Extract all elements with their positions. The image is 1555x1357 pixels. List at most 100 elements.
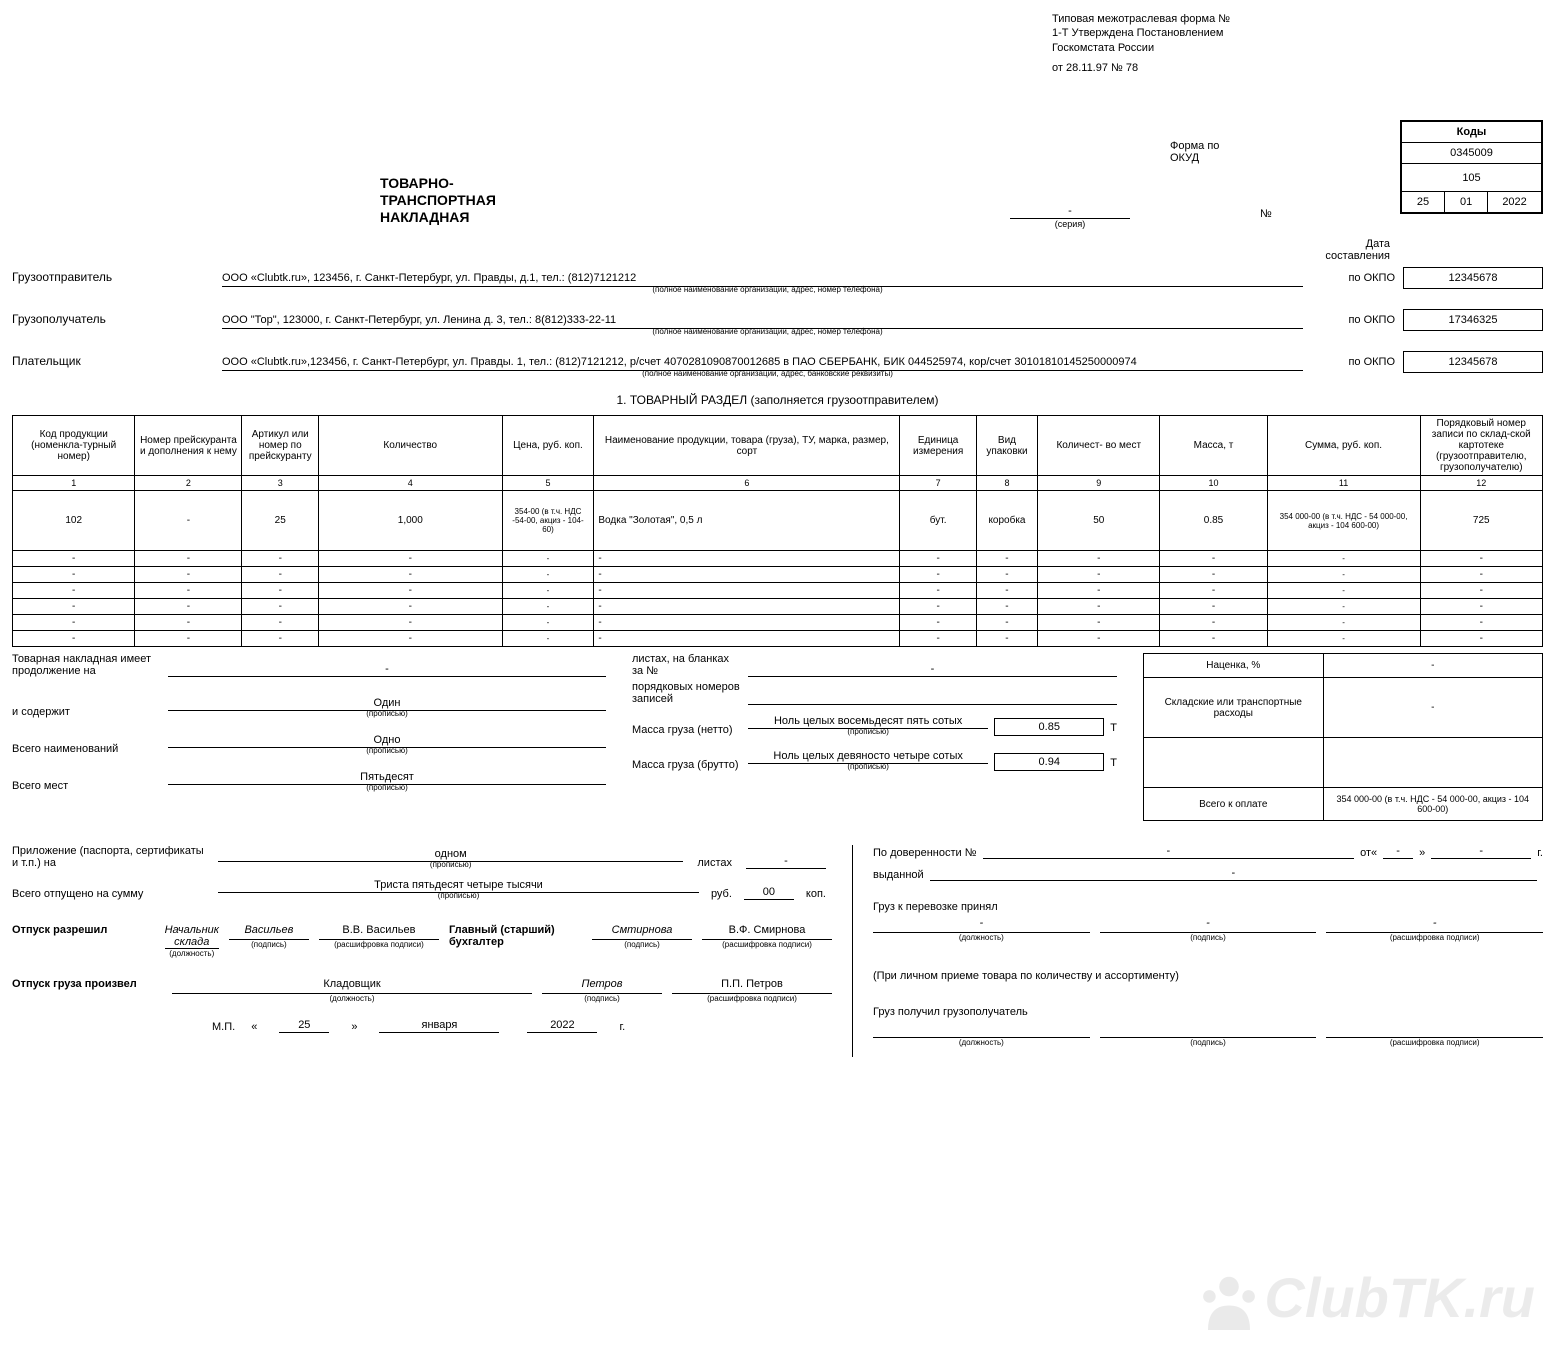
receiver-label: Грузополучатель [12, 312, 222, 326]
table-cell: - [502, 551, 594, 567]
table-cell: - [1420, 599, 1542, 615]
markup-value: - [1323, 654, 1542, 678]
table-cell: - [594, 567, 900, 583]
continuation-label: Товарная накладная имеет продолжение на [12, 653, 162, 677]
table-cell: - [13, 583, 135, 599]
table-cell: - [900, 567, 977, 583]
released-name: П.П. Петров [672, 978, 832, 994]
table-cell: - [900, 551, 977, 567]
table-header-cell: Единица измерения [900, 416, 977, 476]
receiver-row: Грузополучатель ООО "Тор", 123000, г. Са… [12, 309, 1543, 331]
table-cell: - [1038, 615, 1160, 631]
table-cell: - [318, 615, 502, 631]
table-row: ------------ [13, 615, 1543, 631]
table-cell: - [1267, 567, 1420, 583]
table-cell: - [135, 567, 242, 583]
sig-date-day: 25 [279, 1019, 329, 1033]
table-cell: - [135, 631, 242, 647]
table-cell: коробка [976, 491, 1037, 551]
table-cell: - [135, 491, 242, 551]
table-colnum-cell: 12 [1420, 476, 1542, 491]
table-row: ------------ [13, 583, 1543, 599]
accountant-label: Главный (старший) бухгалтер [449, 924, 582, 968]
places-label: Всего мест [12, 780, 162, 792]
brutto-label: Масса груза (брутто) [632, 759, 742, 771]
form-approval-text: Типовая межотраслевая форма № 1-Т Утверж… [1052, 12, 1232, 75]
table-colnum-cell: 6 [594, 476, 900, 491]
accountant-name: В.Ф. Смирнова [702, 924, 832, 940]
table-row: 102-251,000354-00 (в т.ч. НДС -54-00, ак… [13, 491, 1543, 551]
table-cell: - [1160, 583, 1267, 599]
markup-label: Наценка, % [1144, 654, 1324, 678]
netto-value: 0.85 [994, 718, 1104, 736]
table-cell: - [1038, 583, 1160, 599]
table-cell: - [1038, 567, 1160, 583]
table-header-cell: Код продукции (номенкла-турный номер) [13, 416, 135, 476]
table-cell: - [502, 599, 594, 615]
table-cell: - [1160, 631, 1267, 647]
table-colnum-cell: 11 [1267, 476, 1420, 491]
date-month: 01 [1445, 192, 1488, 213]
table-cell: - [135, 583, 242, 599]
watermark-icon [1194, 1267, 1264, 1337]
table-cell: - [976, 583, 1037, 599]
table-cell: - [1038, 631, 1160, 647]
footer-area: Товарная накладная имеет продолжение на … [12, 653, 1543, 821]
document-title: ТОВАРНО- ТРАНСПОРТНАЯ НАКЛАДНАЯ [380, 175, 496, 225]
table-cell: - [502, 631, 594, 647]
table-row: ------------ [13, 551, 1543, 567]
table-header-cell: Масса, т [1160, 416, 1267, 476]
table-cell: - [13, 551, 135, 567]
table-cell: - [242, 599, 319, 615]
table-header-cell: Количест- во мест [1038, 416, 1160, 476]
table-cell: - [135, 615, 242, 631]
transport-label: Складские или транспортные расходы [1144, 678, 1324, 738]
appendix-sheets-value: - [746, 855, 826, 869]
table-cell: 0.85 [1160, 491, 1267, 551]
table-cell: - [900, 583, 977, 599]
sender-label: Грузоотправитель [12, 270, 222, 284]
table-colnum-cell: 9 [1038, 476, 1160, 491]
table-header-cell: Номер прейскуранта и дополнения к нему [135, 416, 242, 476]
table-colnum-cell: 4 [318, 476, 502, 491]
table-cell: - [318, 551, 502, 567]
contains-label: и содержит [12, 706, 162, 718]
table-header-cell: Вид упаковки [976, 416, 1037, 476]
payer-label: Плательщик [12, 354, 222, 368]
series-block: - (серия) [1010, 205, 1130, 229]
table-cell: - [135, 599, 242, 615]
payer-okpo: 12345678 [1403, 351, 1543, 373]
date-day: 25 [1402, 192, 1445, 213]
sender-row: Грузоотправитель ООО «Clubtk.ru», 123456… [12, 267, 1543, 289]
table-cell: - [976, 631, 1037, 647]
sig-date-month: января [379, 1019, 499, 1033]
table-cell: Водка "Золотая", 0,5 л [594, 491, 900, 551]
released-label: Отпуск груза произвел [12, 978, 162, 1013]
issued-label: выданной [873, 869, 924, 881]
table-cell: - [502, 583, 594, 599]
names-label: Всего наименований [12, 743, 162, 755]
table-cell: - [1420, 615, 1542, 631]
signature-section: Приложение (паспорта, сертификаты и т.п.… [12, 845, 1543, 1057]
table-cell: - [1160, 615, 1267, 631]
table-colnum-cell: 3 [242, 476, 319, 491]
date-year: 2022 [1488, 192, 1542, 213]
sheets-label: листах, на бланках за № [632, 653, 742, 677]
table-cell: - [976, 551, 1037, 567]
mp-label: М.П. [212, 1021, 235, 1033]
records-label: порядковых номеров записей [632, 681, 742, 705]
parties-block: Грузоотправитель ООО «Clubtk.ru», 123456… [12, 267, 1543, 373]
table-cell: - [1420, 631, 1542, 647]
okud-code: 0345009 [1402, 143, 1542, 164]
table-cell: - [594, 599, 900, 615]
number-label: № [1260, 208, 1272, 220]
table-row: ------------ [13, 567, 1543, 583]
proxy-label: По доверенности № [873, 847, 977, 859]
section1-title: 1. ТОВАРНЫЙ РАЗДЕЛ (заполняется грузоотп… [12, 393, 1543, 407]
table-cell: - [1160, 599, 1267, 615]
table-colnum-cell: 7 [900, 476, 977, 491]
table-cell: - [1267, 631, 1420, 647]
table-cell: - [900, 631, 977, 647]
table-cell: 354-00 (в т.ч. НДС -54-00, акциз - 104-6… [502, 491, 594, 551]
codes-box: Коды 0345009 105 25 01 2022 [1400, 120, 1543, 214]
